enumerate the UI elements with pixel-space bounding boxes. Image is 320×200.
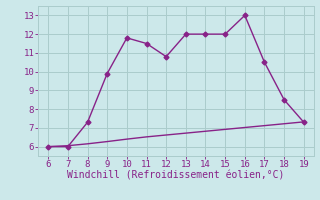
X-axis label: Windchill (Refroidissement éolien,°C): Windchill (Refroidissement éolien,°C): [67, 171, 285, 181]
